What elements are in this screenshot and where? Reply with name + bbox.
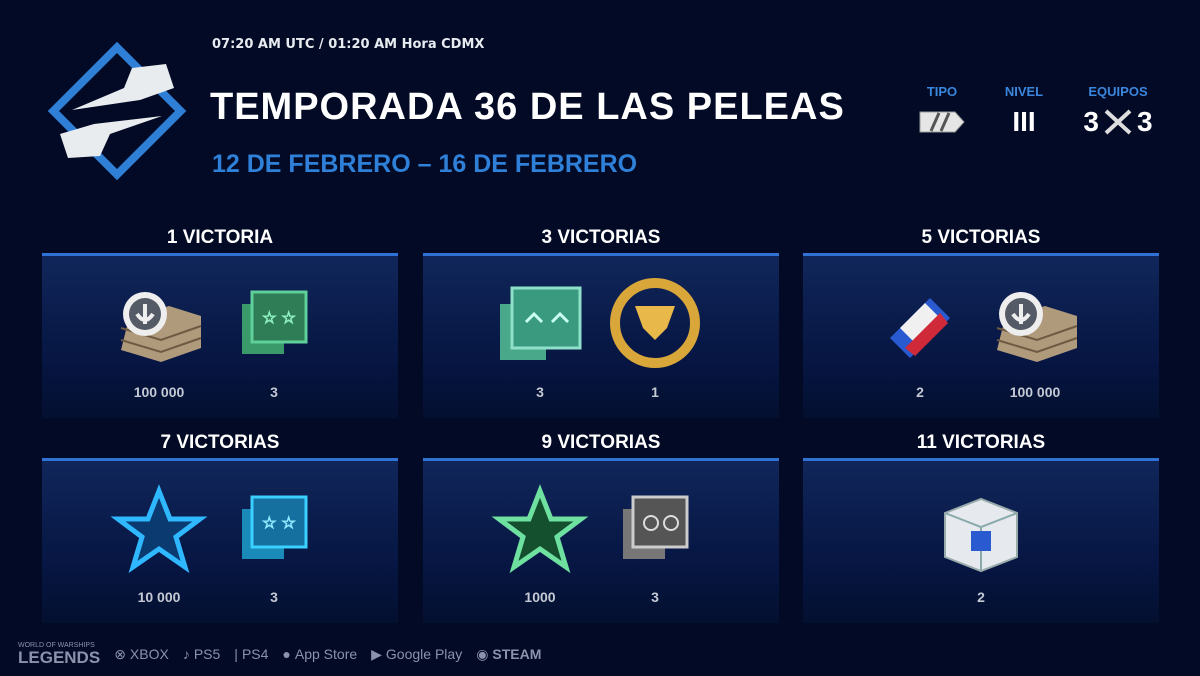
reward-tier-title: 3 VICTORIAS bbox=[541, 227, 661, 248]
team-size-right: 3 bbox=[1137, 106, 1153, 137]
team-size-left: 3 bbox=[1083, 106, 1099, 137]
reward-panel: 2 bbox=[803, 458, 1159, 623]
reward-tier-title: 11 VICTORIAS bbox=[916, 432, 1046, 453]
reward-item: 1000 bbox=[485, 483, 595, 605]
reward-panel: 1000 3 bbox=[423, 458, 779, 623]
reward-amount: 3 bbox=[270, 384, 278, 400]
reward-item: 100 000 bbox=[980, 278, 1090, 400]
green-flag-stars-icon: ☆ ☆ bbox=[242, 290, 308, 354]
blue-star-icon bbox=[110, 484, 208, 574]
reward-amount: 2 bbox=[977, 589, 985, 605]
reward-amount: 3 bbox=[536, 384, 544, 400]
nivel-value: III bbox=[1012, 106, 1036, 137]
reward-amount: 3 bbox=[651, 589, 659, 605]
tipo-label: TIPO bbox=[926, 84, 958, 99]
reward-tier-title: 5 VICTORIAS bbox=[921, 227, 1041, 248]
reward-tier-title: 9 VICTORIAS bbox=[541, 432, 661, 453]
platform-googleplay: ▶ Google Play bbox=[371, 645, 463, 663]
reward-amount: 3 bbox=[270, 589, 278, 605]
credits-crate-icon bbox=[120, 292, 202, 362]
play-icon: ▶ bbox=[371, 645, 382, 662]
reward-amount: 10 000 bbox=[137, 589, 181, 605]
camouflage-icon bbox=[890, 298, 950, 358]
reward-amount: 2 bbox=[916, 384, 924, 400]
playstation-icon: ♪ bbox=[182, 646, 190, 662]
reward-item: 3 bbox=[485, 278, 595, 400]
gray-flag-coins-icon bbox=[623, 495, 689, 559]
reward-item: 3 bbox=[600, 483, 710, 605]
credits-crate-icon bbox=[996, 292, 1078, 362]
footer-platforms: WORLD OF WARSHIPS LEGENDS ⊗ XBOX ♪ PS5 | PS… bbox=[18, 642, 541, 666]
blue-flag-stars-icon: ☆ ☆ bbox=[242, 495, 308, 559]
meta-nivel: NIVEL III bbox=[998, 84, 1050, 139]
reward-amount: 100 000 bbox=[1009, 384, 1061, 400]
reward-tier-title: 1 VICTORIA bbox=[166, 227, 274, 248]
svg-text:☆ ☆: ☆ ☆ bbox=[262, 513, 296, 532]
reward-amount: 1 bbox=[651, 384, 659, 400]
reward-item: 100 000 bbox=[104, 278, 214, 400]
nivel-label: NIVEL bbox=[1004, 84, 1044, 99]
battle-type-icon bbox=[919, 111, 965, 133]
meta-tipo: TIPO bbox=[918, 84, 966, 139]
event-time: 07:20 AM UTC / 01:20 AM Hora CDMX bbox=[212, 37, 485, 52]
reward-item: ☆ ☆ 3 bbox=[219, 278, 329, 400]
page-title: TEMPORADA 36 DE LAS PELEAS bbox=[210, 86, 845, 128]
reward-item: 10 000 bbox=[104, 483, 214, 605]
reward-amount: 1000 bbox=[524, 589, 556, 605]
reward-item: 1 bbox=[600, 278, 710, 400]
equipos-label: EQUIPOS bbox=[1088, 84, 1148, 99]
svg-text:☆ ☆: ☆ ☆ bbox=[262, 308, 296, 327]
reward-item: ☆ ☆ 3 bbox=[219, 483, 329, 605]
reward-amount: 100 000 bbox=[133, 384, 185, 400]
green-star-icon bbox=[491, 484, 589, 574]
xbox-icon: ⊗ bbox=[114, 645, 126, 662]
steam-icon: ◉ bbox=[476, 645, 489, 662]
platform-ps4: | PS4 bbox=[234, 646, 269, 662]
reward-item: 2 bbox=[926, 483, 1036, 605]
white-container-icon bbox=[944, 497, 1018, 573]
reward-tier-title: 7 VICTORIAS bbox=[160, 432, 280, 453]
reward-item: 2 bbox=[865, 278, 975, 400]
brand-logo: WORLD OF WARSHIPS LEGENDS bbox=[18, 642, 101, 667]
reward-panel: 100 000 ☆ ☆ 3 bbox=[42, 253, 398, 418]
platform-ps5: ♪ PS5 bbox=[182, 646, 221, 662]
armored-fists-logo bbox=[47, 41, 187, 181]
teal-flag-chevrons-icon bbox=[500, 286, 582, 360]
event-dates: 12 DE FEBRERO – 16 DE FEBRERO bbox=[212, 150, 638, 178]
reward-panel: 10 000 ☆ ☆ 3 bbox=[42, 458, 398, 623]
platform-appstore: ● App Store bbox=[282, 646, 358, 662]
platform-xbox: ⊗ XBOX bbox=[114, 645, 169, 663]
meta-equipos: EQUIPOS 3 3 bbox=[1074, 84, 1162, 139]
apple-icon: ● bbox=[282, 646, 291, 662]
platform-steam: ◉ STEAM bbox=[476, 645, 542, 663]
reward-panel: 2 100 000 bbox=[803, 253, 1159, 418]
gold-emblem-icon bbox=[610, 278, 700, 368]
crossed-swords-icon bbox=[1104, 109, 1132, 135]
